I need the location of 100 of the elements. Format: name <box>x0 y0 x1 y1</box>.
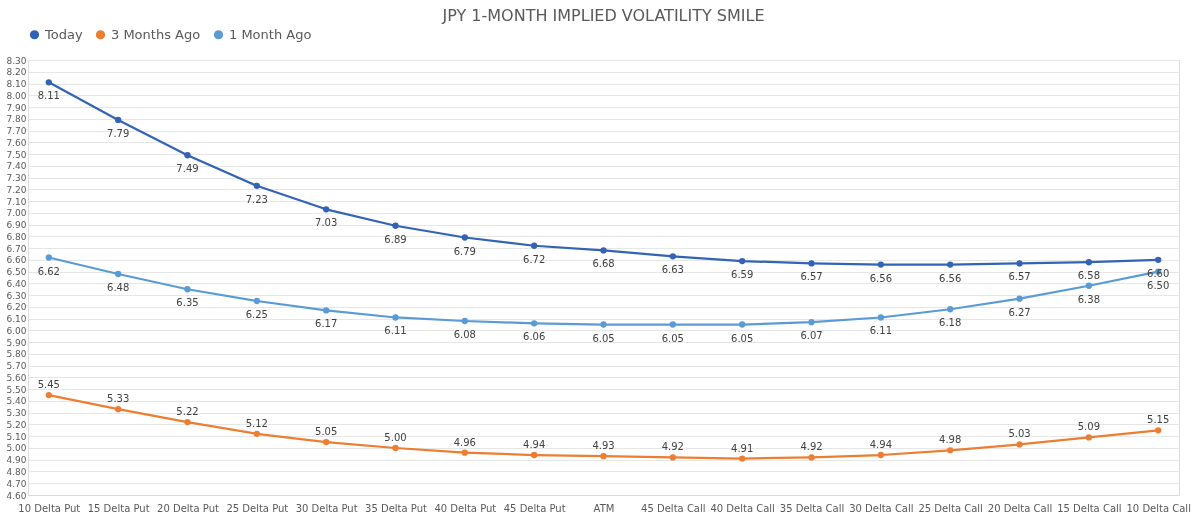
point <box>1085 434 1093 441</box>
y-tick-label: 5.40 <box>6 396 27 407</box>
data-label: 6.57 <box>1008 271 1031 283</box>
data-label: 6.05 <box>592 332 615 344</box>
data-label: 4.93 <box>592 440 615 452</box>
y-tick-label: 6.40 <box>6 278 27 289</box>
data-label: 7.49 <box>176 163 199 175</box>
data-label: 5.09 <box>1077 421 1100 433</box>
data-label: 6.57 <box>800 271 823 283</box>
point <box>808 454 815 461</box>
y-tick-label: 7.70 <box>6 126 27 137</box>
data-label: 6.58 <box>1077 270 1100 282</box>
point <box>808 319 815 326</box>
point <box>600 247 607 254</box>
data-label: 5.00 <box>384 431 407 443</box>
data-label: 6.05 <box>731 332 754 344</box>
data-label: 6.38 <box>1077 293 1100 305</box>
data-label: 5.22 <box>176 406 199 418</box>
y-tick-label: 7.30 <box>6 173 27 184</box>
data-label: 6.50 <box>1147 279 1170 291</box>
y-tick-label: 6.70 <box>6 243 27 254</box>
x-tick-label: 40 Delta Call <box>710 502 775 514</box>
data-label: 8.11 <box>37 90 60 102</box>
point <box>877 451 885 459</box>
data-label: 4.94 <box>869 439 892 451</box>
point <box>1085 282 1093 289</box>
data-label: 5.45 <box>37 379 60 391</box>
x-tick-label: 10 Delta Call <box>1126 502 1191 514</box>
x-tick-label: 35 Delta Put <box>365 502 427 514</box>
x-tick-label: 45 Delta Put <box>503 502 566 514</box>
point <box>45 391 52 399</box>
x-tick-label: 20 Delta Put <box>157 502 219 514</box>
data-label: 5.05 <box>315 426 338 438</box>
point <box>1016 441 1023 448</box>
y-tick-label: 5.90 <box>6 337 27 348</box>
y-tick-label: 4.80 <box>6 466 27 477</box>
y-tick-label: 8.30 <box>6 55 27 66</box>
point <box>392 222 399 229</box>
point <box>600 453 607 460</box>
x-tick-label: 15 Delta Call <box>1057 502 1122 514</box>
y-tick-label: 6.20 <box>6 302 27 313</box>
data-label: 7.03 <box>315 217 338 229</box>
point <box>739 257 746 265</box>
data-label: 6.06 <box>523 331 546 343</box>
data-label: 6.35 <box>176 297 199 309</box>
y-tick-label: 5.60 <box>6 372 27 383</box>
y-tick-label: 7.80 <box>6 114 27 125</box>
point <box>1016 260 1023 267</box>
point <box>114 270 122 278</box>
y-tick-label: 8.10 <box>6 79 27 90</box>
point <box>739 321 746 328</box>
data-label: 6.11 <box>384 325 407 337</box>
x-tick-label: 25 Delta Put <box>226 502 289 514</box>
point <box>322 438 330 446</box>
data-label: 6.48 <box>107 281 130 293</box>
data-label: 6.17 <box>315 318 338 330</box>
data-label: 6.63 <box>661 264 684 276</box>
data-label: 6.89 <box>384 233 407 245</box>
y-tick-label: 6.60 <box>6 255 27 266</box>
point <box>392 444 399 452</box>
x-tick-label: 30 Delta Call <box>849 502 914 514</box>
chart-title: JPY 1-MONTH IMPLIED VOLATILITY SMILE <box>441 6 765 25</box>
point <box>461 449 468 456</box>
data-label: 6.05 <box>661 332 684 344</box>
y-tick-label: 6.50 <box>6 267 27 278</box>
point <box>739 455 746 462</box>
x-tick-label: 40 Delta Put <box>434 502 497 514</box>
data-label: 6.08 <box>453 329 476 340</box>
point <box>253 182 260 189</box>
point <box>184 286 191 293</box>
data-label: 5.33 <box>107 393 130 405</box>
data-label: 6.07 <box>800 330 823 342</box>
y-tick-label: 4.60 <box>6 490 27 501</box>
y-tick-label: 5.20 <box>6 419 27 430</box>
point <box>184 152 191 159</box>
point <box>877 261 885 268</box>
y-tick-label: 5.10 <box>6 431 27 442</box>
y-tick-label: 7.90 <box>6 102 27 113</box>
legend-label: 3 Months Ago <box>111 26 201 42</box>
point <box>45 79 52 86</box>
point <box>1155 256 1162 264</box>
y-tick-label: 6.80 <box>6 231 27 242</box>
x-tick-label: 30 Delta Put <box>295 502 358 514</box>
y-tick-label: 5.30 <box>6 408 27 419</box>
y-tick-label: 6.30 <box>6 290 27 301</box>
y-tick-label: 7.40 <box>6 161 27 172</box>
y-tick-label: 7.50 <box>6 149 27 160</box>
point <box>322 307 330 314</box>
point <box>808 260 815 267</box>
point <box>669 253 676 260</box>
y-tick-label: 7.00 <box>6 208 27 219</box>
y-tick-label: 5.70 <box>6 361 27 372</box>
data-label: 5.03 <box>1008 428 1031 440</box>
point <box>461 234 468 241</box>
data-label: 6.25 <box>245 309 268 321</box>
y-tick-label: 7.60 <box>6 137 27 148</box>
x-tick-label: ATM <box>593 502 615 514</box>
data-label: 4.98 <box>939 434 962 446</box>
legend-label: Today <box>44 26 83 42</box>
point <box>947 306 954 313</box>
